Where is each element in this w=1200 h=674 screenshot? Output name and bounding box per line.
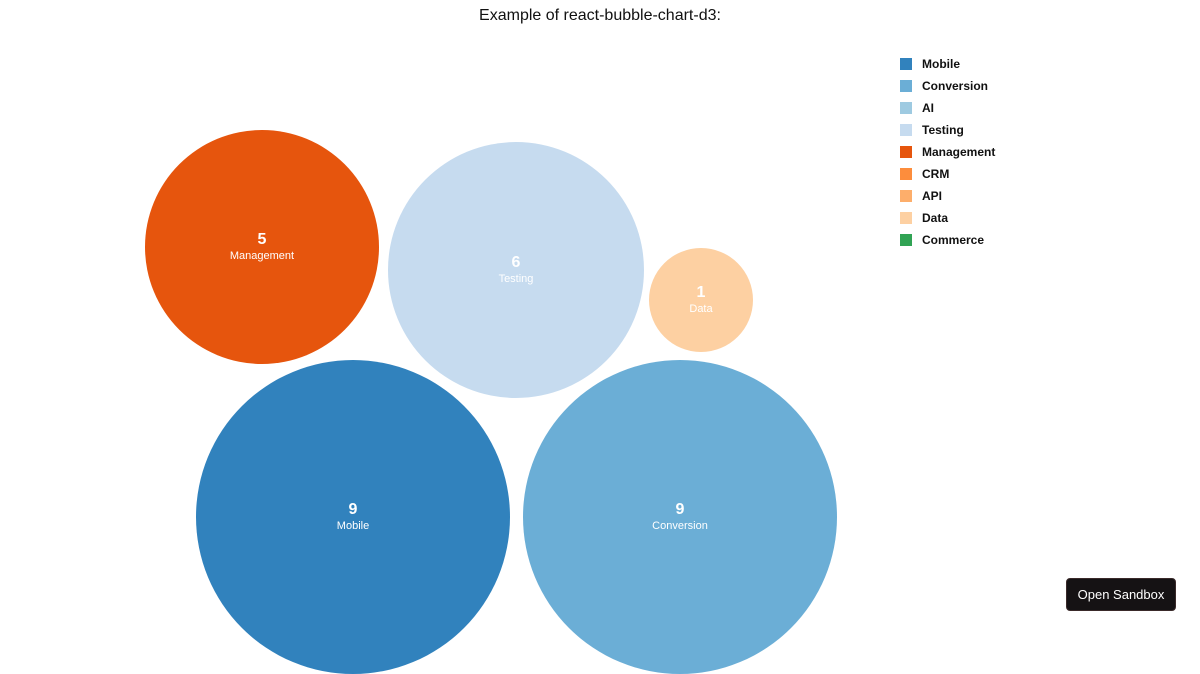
bubble-value: 5 <box>257 230 267 248</box>
bubble-mobile[interactable]: 9 Mobile <box>196 360 510 674</box>
legend-label: Data <box>922 211 949 225</box>
legend-item-conversion[interactable]: Conversion <box>900 75 995 97</box>
legend-swatch-icon <box>900 146 912 158</box>
legend-label: CRM <box>922 167 950 181</box>
legend-item-crm[interactable]: CRM <box>900 163 995 185</box>
legend-label: Management <box>922 145 996 159</box>
legend-item-ai[interactable]: AI <box>900 97 995 119</box>
bubble-label: Data <box>689 302 713 315</box>
legend-item-commerce[interactable]: Commerce <box>900 229 995 251</box>
bubble-testing[interactable]: 6 Testing <box>388 142 644 398</box>
legend-label: API <box>922 189 943 203</box>
page-title: Example of react-bubble-chart-d3: <box>479 7 721 24</box>
legend-label: Testing <box>922 123 964 137</box>
bubble-chart: 5 Management 6 Testing 1 Data 9 Mobile 9… <box>145 130 837 674</box>
legend-item-api[interactable]: API <box>900 185 995 207</box>
legend-item-mobile[interactable]: Mobile <box>900 53 995 75</box>
legend-item-testing[interactable]: Testing <box>900 119 995 141</box>
legend-item-management[interactable]: Management <box>900 141 995 163</box>
legend-swatch-icon <box>900 80 912 92</box>
bubble-management[interactable]: 5 Management <box>145 130 379 364</box>
chart-legend: Mobile Conversion AI Testing Management … <box>900 53 995 251</box>
bubble-label: Testing <box>498 272 534 285</box>
legend-swatch-icon <box>900 234 912 246</box>
legend-label: Commerce <box>922 233 985 247</box>
bubble-label: Management <box>229 249 295 262</box>
bubble-value: 6 <box>511 253 521 271</box>
bubble-label: Mobile <box>336 519 370 532</box>
bubble-label: Conversion <box>652 519 708 532</box>
legend-swatch-icon <box>900 58 912 70</box>
legend-label: Conversion <box>922 79 989 93</box>
bubble-value: 9 <box>675 500 685 518</box>
bubble-value: 1 <box>696 283 706 301</box>
legend-item-data[interactable]: Data <box>900 207 995 229</box>
legend-swatch-icon <box>900 190 912 202</box>
legend-swatch-icon <box>900 102 912 114</box>
legend-label: Mobile <box>922 57 960 71</box>
legend-swatch-icon <box>900 212 912 224</box>
legend-swatch-icon <box>900 168 912 180</box>
legend-swatch-icon <box>900 124 912 136</box>
legend-label: AI <box>922 101 934 115</box>
bubble-data[interactable]: 1 Data <box>649 248 753 352</box>
bubble-conversion[interactable]: 9 Conversion <box>523 360 837 674</box>
open-sandbox-button[interactable]: Open Sandbox <box>1066 578 1176 611</box>
bubble-value: 9 <box>348 500 358 518</box>
